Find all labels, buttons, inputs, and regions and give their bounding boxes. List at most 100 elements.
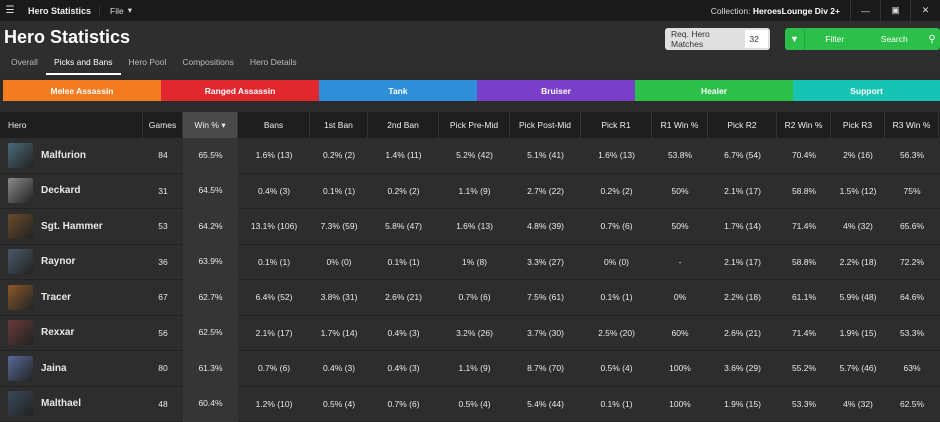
table-cell: 56 [143,328,183,338]
table-cell: 2.5% (20) [581,328,652,338]
req-hero-matches-label: Req. Hero Matches [665,29,745,49]
filter-button[interactable]: Filter [805,34,865,44]
col-header-hero[interactable]: Hero [0,112,143,138]
col-header-r3-win[interactable]: R3 Win % [885,112,939,138]
table-cell: 80 [143,363,183,373]
table-cell: 2.6% (21) [368,292,439,302]
table-cell: 0.1% (1) [581,399,652,409]
collection-selector[interactable]: Collection: HeroesLounge Div 2+ [711,6,850,16]
table-cell: 63.9% [183,244,238,280]
search-icon[interactable]: ⚲ [924,34,940,45]
table-cell: 84 [143,150,183,160]
tab-picks-and-bans[interactable]: Picks and Bans [46,55,121,75]
col-header-games[interactable]: Games [143,112,183,138]
collection-label: Collection: [711,6,751,16]
table-cell: 0.5% (4) [581,363,652,373]
table-cell: 5.2% (42) [439,150,510,160]
table-cell: 65.6% [885,221,939,231]
tab-hero-pool[interactable]: Hero Pool [121,55,175,75]
table-cell: 5.4% (44) [510,399,581,409]
table-cell: 1.2% (10) [238,399,310,409]
tab-hero-details[interactable]: Hero Details [242,55,305,75]
table-cell: 50% [652,186,708,196]
hero-cell: Raynor [0,249,143,274]
table-cell: 1.7% (14) [708,221,777,231]
table-cell: 0.4% (3) [368,363,439,373]
table-cell: 64.6% [885,292,939,302]
role-tank[interactable]: Tank [319,80,477,101]
table-header: Hero Games Win % ▾ Bans 1st Ban 2nd Ban … [0,112,940,138]
col-header-win-pct[interactable]: Win % ▾ [183,112,238,138]
table-cell: 1.6% (13) [439,221,510,231]
search-button[interactable]: Search [865,34,925,44]
funnel-icon[interactable]: ▼ [785,28,805,50]
table-cell: 3.3% (27) [510,257,581,267]
col-header-r1-win[interactable]: R1 Win % [652,112,708,138]
hero-portrait [8,285,33,310]
minimize-icon[interactable]: — [850,0,880,21]
hero-name: Jaina [41,363,67,374]
col-header-2nd-ban[interactable]: 2nd Ban [368,112,439,138]
hero-portrait [8,391,33,416]
table-cell: 0.1% (1) [581,292,652,302]
table-cell: 1.4% (11) [368,150,439,160]
table-cell: 5.9% (48) [831,292,885,302]
table-cell: 0.4% (3) [368,328,439,338]
col-header-bans[interactable]: Bans [238,112,310,138]
col-header-1st-ban[interactable]: 1st Ban [310,112,368,138]
table-cell: 1.9% (15) [708,399,777,409]
role-support[interactable]: Support [793,80,940,101]
hero-cell: Malthael [0,391,143,416]
table-cell: 36 [143,257,183,267]
tab-compositions[interactable]: Compositions [174,55,242,75]
col-header-pick-r3[interactable]: Pick R3 [831,112,885,138]
tab-overall[interactable]: Overall [3,55,46,75]
role-healer[interactable]: Healer [635,80,793,101]
file-menu[interactable]: File ▾ [99,5,142,16]
table-cell: 2.2% (18) [831,257,885,267]
table-cell: 70.4% [777,150,831,160]
file-menu-label: File [110,6,124,16]
hero-portrait [8,356,33,381]
table-cell: 2.2% (18) [708,292,777,302]
role-melee-assassin[interactable]: Melee Assassin [3,80,161,101]
table-cell: 6.7% (54) [708,150,777,160]
maximize-icon[interactable]: ▣ [880,0,910,21]
table-cell: 0.4% (3) [310,363,368,373]
table-cell: 58.8% [777,186,831,196]
table-cell: 71.4% [777,221,831,231]
col-header-pick-r2[interactable]: Pick R2 [708,112,777,138]
req-hero-matches-input[interactable]: 32 [745,30,768,48]
table-cell: - [652,257,708,267]
hero-cell: Malfurion [0,143,143,168]
hero-name: Rexxar [41,327,74,338]
close-icon[interactable]: ✕ [910,0,940,21]
table-cell: 61.3% [183,351,238,387]
hero-portrait [8,178,33,203]
table-cell: 50% [652,221,708,231]
table-cell: 5.7% (46) [831,363,885,373]
table-cell: 8.7% (70) [510,363,581,373]
col-header-pick-pre-mid[interactable]: Pick Pre-Mid [439,112,510,138]
col-header-pick-r1[interactable]: Pick R1 [581,112,652,138]
table-cell: 55.2% [777,363,831,373]
table-cell: 0.7% (6) [238,363,310,373]
col-header-r2-win[interactable]: R2 Win % [777,112,831,138]
table-cell: 75% [885,186,939,196]
hamburger-icon[interactable]: ☰ [0,5,20,16]
col-header-pick-post-mid[interactable]: Pick Post-Mid [510,112,581,138]
role-ranged-assassin[interactable]: Ranged Assassin [161,80,319,101]
table-cell: 1.1% (9) [439,186,510,196]
hero-cell: Tracer [0,285,143,310]
table-cell: 64.2% [183,209,238,245]
role-bruiser[interactable]: Bruiser [477,80,635,101]
